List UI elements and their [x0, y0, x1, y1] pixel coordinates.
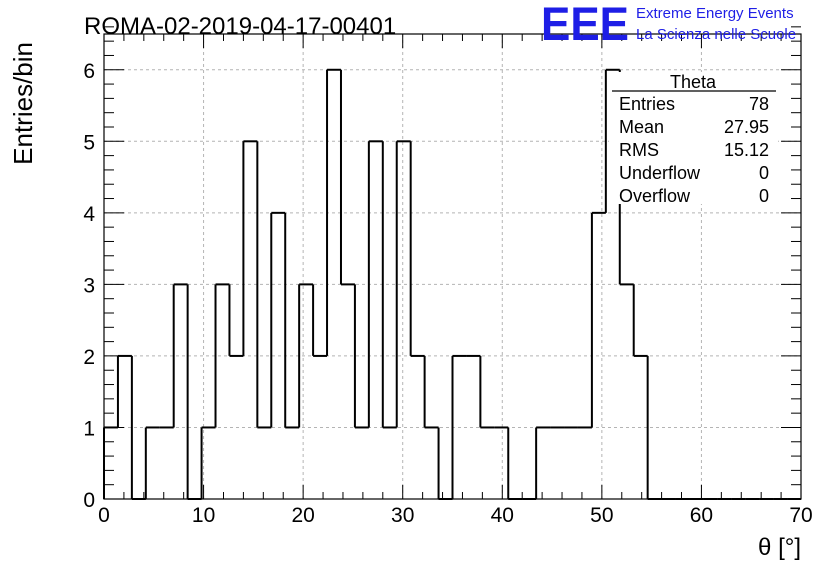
stats-box-title: Theta — [670, 72, 717, 92]
eee-logo: EEE Extreme Energy Events La Scienza nel… — [541, 0, 796, 50]
stats-label: RMS — [619, 140, 659, 160]
stats-label: Entries — [619, 94, 675, 114]
x-tick-label: 30 — [391, 504, 414, 527]
tick-labels: 0 10 20 30 40 50 60 70 0 1 2 3 4 5 6 — [83, 60, 812, 527]
axis-ticks — [103, 26, 802, 500]
x-axis-label: θ [°] — [758, 534, 801, 561]
logo-tagline-1: Extreme Energy Events — [636, 5, 794, 22]
stats-value: 27.95 — [724, 117, 769, 137]
x-tick-label: 20 — [291, 504, 314, 527]
y-tick-label: 5 — [83, 131, 95, 154]
x-tick-label: 40 — [491, 504, 514, 527]
plot-frame — [103, 33, 802, 500]
y-tick-label: 2 — [83, 346, 95, 369]
stats-label: Overflow — [619, 186, 691, 206]
stats-label: Mean — [619, 117, 664, 137]
y-axis-label: Entries/bin — [8, 42, 38, 165]
histogram-series — [103, 68, 801, 500]
stats-value: 78 — [749, 94, 769, 114]
stats-box-background — [609, 72, 778, 204]
logo-tagline-2: La Scienza nelle Scuole — [636, 26, 796, 43]
stats-value: 0 — [759, 163, 769, 183]
y-tick-label: 3 — [83, 274, 95, 297]
y-tick-label: 0 — [83, 489, 95, 512]
eee-logo-letters: EEE — [541, 0, 629, 50]
x-tick-label: 0 — [98, 504, 110, 527]
x-tick-label: 70 — [789, 504, 812, 527]
stats-value: 0 — [759, 186, 769, 206]
x-tick-label: 60 — [690, 504, 713, 527]
x-tick-label: 50 — [590, 504, 613, 527]
stats-label: Underflow — [619, 163, 701, 183]
run-title: ROMA-02-2019-04-17-00401 — [84, 13, 396, 40]
x-tick-label: 10 — [192, 504, 215, 527]
y-tick-label: 4 — [83, 203, 95, 226]
stats-rows: Entries 78 Mean 27.95 RMS 15.12 Underflow 0 Over… — [619, 94, 769, 206]
stats-box: Theta Entries 78 Mean 27.95 RMS 15.12 Underflo… — [609, 72, 778, 206]
y-tick-label: 1 — [83, 417, 95, 440]
stats-value: 15.12 — [724, 140, 769, 160]
y-tick-label: 6 — [83, 60, 95, 83]
